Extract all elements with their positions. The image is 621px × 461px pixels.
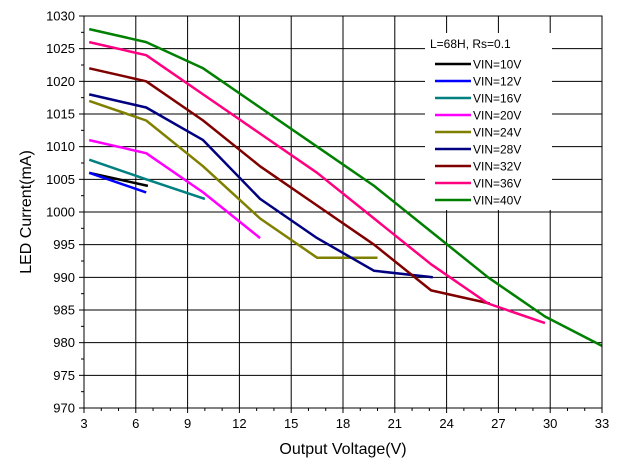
y-axis-title: LED Current(mA) xyxy=(18,150,35,274)
x-tick-label: 30 xyxy=(543,416,557,431)
legend-label: VIN=32V xyxy=(473,160,521,174)
series-line xyxy=(88,40,546,325)
x-tick-label: 21 xyxy=(388,416,402,431)
y-tick-label: 1000 xyxy=(46,205,75,220)
legend-label: VIN=12V xyxy=(473,75,521,89)
series-line xyxy=(88,93,433,279)
series-line xyxy=(88,99,378,259)
series-line xyxy=(88,67,491,305)
x-tick-label: 24 xyxy=(439,416,453,431)
series-line xyxy=(88,27,603,348)
legend-box xyxy=(425,33,552,210)
series-line xyxy=(88,171,147,194)
x-tick-label: 33 xyxy=(595,416,609,431)
x-tick-label: 27 xyxy=(491,416,505,431)
x-tick-label: 6 xyxy=(132,416,139,431)
y-tick-label: 985 xyxy=(53,303,75,318)
axis-ticks: 3 6 9 12 15 18 21 24 27 30 33 970 975 980 985 990 995 100… xyxy=(46,9,609,432)
legend-label: VIN=20V xyxy=(473,109,521,123)
x-axis-title: Output Voltage(V) xyxy=(279,441,406,458)
y-tick-label: 980 xyxy=(53,335,75,350)
legend-label: VIN=36V xyxy=(473,177,521,191)
x-tick-label: 12 xyxy=(232,416,246,431)
legend-label: VIN=10V xyxy=(473,58,521,72)
legend-label: VIN=40V xyxy=(473,194,521,208)
series-line xyxy=(88,158,206,201)
x-tick-label: 3 xyxy=(80,416,87,431)
y-tick-label: 1005 xyxy=(46,172,75,187)
x-tick-label: 15 xyxy=(284,416,298,431)
x-tick-label: 9 xyxy=(184,416,191,431)
legend-label: VIN=24V xyxy=(473,126,521,140)
series-line xyxy=(88,138,261,240)
y-tick-label: 995 xyxy=(53,237,75,252)
x-tick-label: 18 xyxy=(336,416,350,431)
y-tick-label: 1020 xyxy=(46,74,75,89)
y-tick-label: 1010 xyxy=(46,139,75,154)
y-tick-label: 990 xyxy=(53,270,75,285)
y-tick-label: 1025 xyxy=(46,41,75,56)
legend-label: VIN=28V xyxy=(473,143,521,157)
legend-title: L=68H, Rs=0.1 xyxy=(430,37,511,51)
y-tick-label: 970 xyxy=(53,401,75,416)
legend-label: VIN=16V xyxy=(473,92,521,106)
y-tick-label: 975 xyxy=(53,368,75,383)
legend: L=68H, Rs=0.1 VIN=10V VIN=12V VIN=16V VIN=2… xyxy=(425,33,552,210)
y-tick-label: 1030 xyxy=(46,9,75,24)
y-tick-label: 1015 xyxy=(46,107,75,122)
series-lines xyxy=(88,27,603,348)
legend-items: VIN=10V VIN=12V VIN=16V VIN=20V VIN=24V VIN=2… xyxy=(435,58,521,208)
